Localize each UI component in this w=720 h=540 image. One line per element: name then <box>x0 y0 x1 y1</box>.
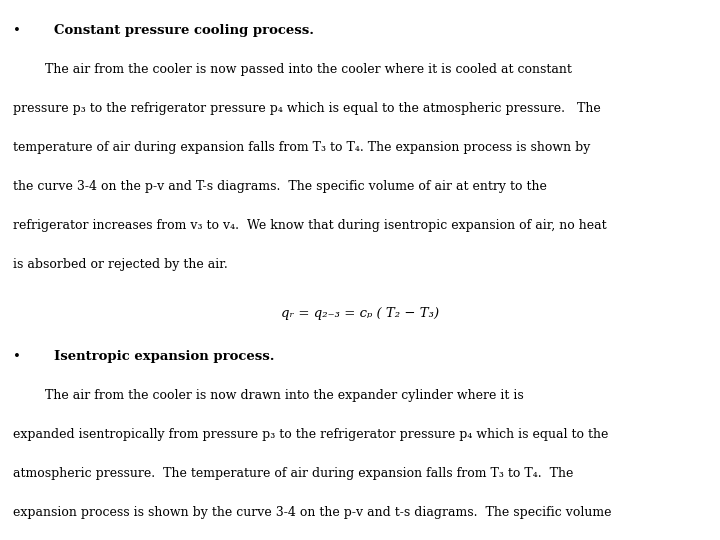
Text: temperature of air during expansion falls from T₃ to T₄. The expansion process i: temperature of air during expansion fall… <box>13 141 590 154</box>
Text: pressure p₃ to the refrigerator pressure p₄ which is equal to the atmospheric pr: pressure p₃ to the refrigerator pressure… <box>13 102 600 115</box>
Text: is absorbed or rejected by the air.: is absorbed or rejected by the air. <box>13 258 228 271</box>
Text: Isentropic expansion process.: Isentropic expansion process. <box>54 350 274 363</box>
Text: The air from the cooler is now drawn into the expander cylinder where it is: The air from the cooler is now drawn int… <box>13 389 523 402</box>
Text: the curve 3-4 on the p-v and T-s diagrams.  The specific volume of air at entry : the curve 3-4 on the p-v and T-s diagram… <box>13 180 546 193</box>
Text: refrigerator increases from v₃ to v₄.  We know that during isentropic expansion : refrigerator increases from v₃ to v₄. We… <box>13 219 606 232</box>
Text: expansion process is shown by the curve 3-4 on the p-v and t-s diagrams.  The sp: expansion process is shown by the curve … <box>13 506 611 519</box>
Text: Constant pressure cooling process.: Constant pressure cooling process. <box>54 24 314 37</box>
Text: atmospheric pressure.  The temperature of air during expansion falls from T₃ to : atmospheric pressure. The temperature of… <box>13 467 573 480</box>
Text: expanded isentropically from pressure p₃ to the refrigerator pressure p₄ which i: expanded isentropically from pressure p₃… <box>13 428 608 441</box>
Text: The air from the cooler is now passed into the cooler where it is cooled at cons: The air from the cooler is now passed in… <box>13 63 572 76</box>
Text: •: • <box>13 350 21 363</box>
Text: •: • <box>13 24 21 37</box>
Text: qᵣ = q₂₋₃ = cₚ ( T₂ − T₃): qᵣ = q₂₋₃ = cₚ ( T₂ − T₃) <box>281 307 439 320</box>
